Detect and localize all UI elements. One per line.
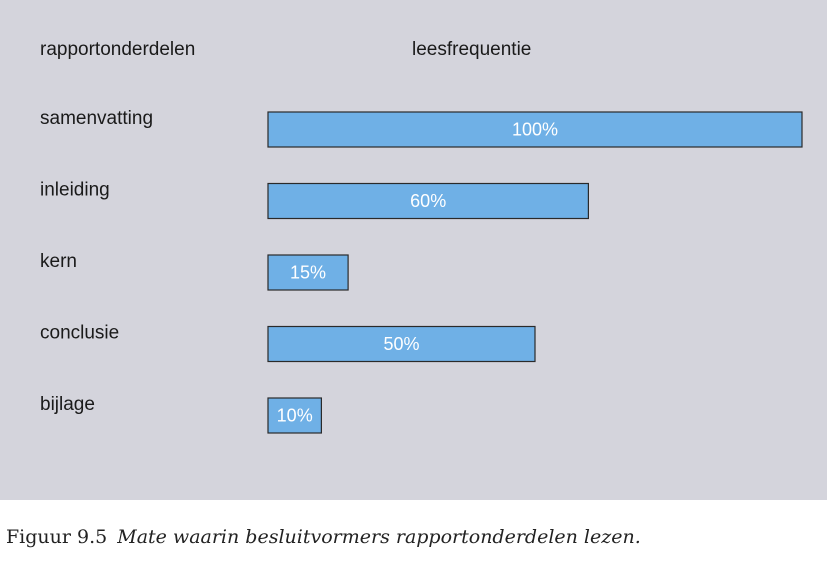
chart-panel: rapportonderdelen leesfrequentie samenva…: [0, 0, 827, 500]
data-label-bijlage: 10%: [277, 406, 313, 426]
category-label-conclusie: conclusie: [40, 323, 119, 344]
data-label-kern: 15%: [290, 263, 326, 283]
caption-text: Mate waarin besluitvormers rapportonderd…: [117, 526, 641, 548]
value-column-header: leesfrequentie: [412, 39, 531, 60]
category-label-samenvatting: samenvatting: [40, 108, 153, 129]
data-label-inleiding: 60%: [410, 191, 446, 211]
data-label-samenvatting: 100%: [512, 120, 558, 140]
bar-samenvatting: [267, 111, 803, 148]
category-column-header: rapportonderdelen: [40, 39, 195, 60]
bar-kern: [267, 254, 349, 291]
data-label-conclusie: 50%: [383, 334, 419, 354]
figure-caption: Figuur 9.5 Mate waarin besluitvormers rap…: [6, 526, 641, 548]
category-label-bijlage: bijlage: [40, 394, 95, 415]
bars-group: samenvatting 100% inleiding 60% kern 15% concl…: [40, 108, 803, 434]
bar-chart: rapportonderdelen leesfrequentie samenva…: [40, 39, 803, 434]
category-label-kern: kern: [40, 251, 77, 272]
figure-number: Figuur 9.5: [6, 526, 108, 548]
bar-inleiding: [267, 182, 589, 220]
category-label-inleiding: inleiding: [40, 180, 110, 201]
bar-bijlage: [267, 397, 323, 434]
bar-conclusie: [267, 325, 536, 363]
